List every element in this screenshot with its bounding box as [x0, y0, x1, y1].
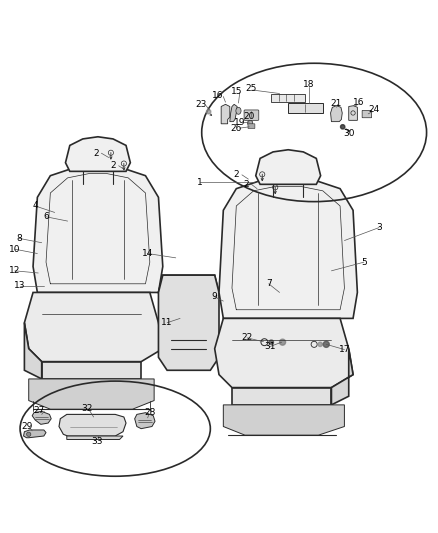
Text: 2: 2	[243, 180, 249, 189]
Polygon shape	[32, 411, 51, 424]
Text: 7: 7	[266, 279, 272, 288]
Text: 26: 26	[231, 124, 242, 133]
Polygon shape	[66, 137, 131, 172]
Text: 19: 19	[234, 118, 246, 127]
Text: 24: 24	[368, 106, 379, 115]
Polygon shape	[42, 361, 141, 379]
Text: 5: 5	[361, 257, 367, 266]
Polygon shape	[159, 275, 219, 370]
Polygon shape	[271, 93, 305, 102]
Text: 12: 12	[9, 266, 21, 276]
Text: 2: 2	[233, 171, 239, 179]
Text: 20: 20	[244, 111, 255, 120]
Text: 23: 23	[195, 100, 207, 109]
Polygon shape	[219, 180, 357, 318]
Circle shape	[27, 432, 31, 437]
Text: 11: 11	[161, 318, 173, 327]
Text: 4: 4	[32, 201, 38, 211]
Text: 13: 13	[14, 281, 26, 290]
Circle shape	[269, 340, 273, 344]
Text: 9: 9	[212, 292, 218, 301]
Polygon shape	[230, 104, 237, 122]
Text: 21: 21	[330, 99, 342, 108]
Text: 29: 29	[21, 422, 32, 431]
Circle shape	[206, 109, 211, 114]
Text: 15: 15	[230, 87, 242, 96]
Text: 25: 25	[246, 84, 257, 93]
FancyArrowPatch shape	[110, 152, 112, 159]
Circle shape	[247, 120, 253, 126]
Text: 27: 27	[34, 406, 45, 415]
Text: 6: 6	[43, 212, 49, 221]
Text: 18: 18	[303, 80, 314, 90]
Polygon shape	[223, 405, 344, 435]
Text: 2: 2	[110, 161, 116, 170]
Polygon shape	[134, 413, 155, 429]
FancyBboxPatch shape	[362, 110, 372, 118]
Polygon shape	[25, 322, 42, 379]
Text: 2: 2	[93, 149, 99, 158]
Text: 22: 22	[241, 333, 253, 342]
Text: 1: 1	[197, 177, 202, 187]
Text: 31: 31	[264, 342, 276, 351]
FancyArrowPatch shape	[274, 187, 276, 193]
Wedge shape	[323, 341, 329, 348]
FancyArrowPatch shape	[123, 163, 125, 170]
Polygon shape	[67, 436, 123, 440]
Polygon shape	[221, 104, 230, 124]
Text: 10: 10	[9, 245, 21, 254]
Polygon shape	[232, 387, 332, 405]
FancyArrowPatch shape	[345, 129, 350, 131]
FancyBboxPatch shape	[244, 110, 259, 120]
Text: 33: 33	[91, 437, 103, 446]
Text: 30: 30	[343, 129, 354, 138]
Polygon shape	[331, 106, 342, 122]
Text: 14: 14	[142, 249, 153, 258]
Polygon shape	[159, 275, 219, 293]
Polygon shape	[59, 414, 126, 436]
Polygon shape	[25, 293, 163, 361]
Polygon shape	[24, 430, 46, 438]
Polygon shape	[256, 150, 321, 184]
Circle shape	[279, 339, 286, 345]
Ellipse shape	[236, 107, 241, 114]
Polygon shape	[332, 349, 353, 405]
Text: 16: 16	[353, 98, 364, 107]
FancyArrowPatch shape	[261, 174, 263, 181]
Circle shape	[340, 125, 345, 129]
Text: 17: 17	[339, 345, 350, 354]
Polygon shape	[29, 379, 154, 409]
Polygon shape	[215, 318, 353, 387]
Circle shape	[318, 342, 322, 346]
Polygon shape	[33, 167, 163, 293]
Text: 8: 8	[16, 234, 22, 243]
FancyArrowPatch shape	[210, 114, 212, 115]
Text: 3: 3	[376, 223, 382, 232]
Polygon shape	[349, 106, 357, 120]
Text: 32: 32	[81, 404, 93, 413]
Polygon shape	[288, 103, 323, 113]
Text: 28: 28	[144, 408, 155, 417]
Text: 16: 16	[212, 91, 224, 100]
FancyBboxPatch shape	[248, 124, 255, 128]
